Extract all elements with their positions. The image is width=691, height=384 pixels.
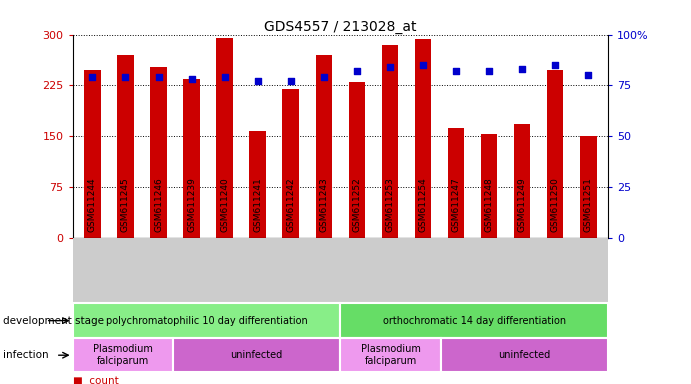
Text: development stage: development stage [3, 316, 104, 326]
Bar [415, 39, 431, 238]
Bar [84, 70, 101, 238]
Point [583, 72, 594, 78]
Bar [441, 338, 608, 372]
Point [549, 62, 560, 68]
Point [517, 66, 528, 72]
Point [417, 62, 428, 68]
Point [87, 74, 98, 80]
Bar [73, 303, 341, 338]
Title: GDS4557 / 213028_at: GDS4557 / 213028_at [264, 20, 417, 33]
Point [219, 74, 230, 80]
Point [484, 68, 495, 74]
Text: Plasmodium
falciparum: Plasmodium falciparum [93, 344, 153, 366]
Point [252, 78, 263, 84]
Bar [481, 134, 498, 238]
Bar [580, 136, 596, 238]
Text: uninfected: uninfected [231, 350, 283, 360]
Text: uninfected: uninfected [498, 350, 551, 360]
Bar [514, 124, 531, 238]
Text: polychromatophilic 10 day differentiation: polychromatophilic 10 day differentiatio… [106, 316, 307, 326]
Point [384, 64, 395, 70]
Bar [348, 82, 365, 238]
Bar [283, 89, 299, 238]
Text: infection: infection [3, 350, 49, 360]
Text: Plasmodium
falciparum: Plasmodium falciparum [361, 344, 420, 366]
Bar [150, 67, 167, 238]
Point [153, 74, 164, 80]
Bar [448, 127, 464, 238]
Bar [173, 338, 340, 372]
Point [186, 76, 197, 83]
Bar [73, 338, 173, 372]
Point [120, 74, 131, 80]
Bar [183, 79, 200, 238]
Bar [381, 45, 398, 238]
Point [285, 78, 296, 84]
Bar [216, 38, 233, 238]
Bar [341, 303, 608, 338]
Point [351, 68, 362, 74]
Point [451, 68, 462, 74]
Text: orthochromatic 14 day differentiation: orthochromatic 14 day differentiation [383, 316, 566, 326]
Bar [341, 338, 441, 372]
Text: ■  count: ■ count [73, 376, 118, 384]
Bar [547, 70, 563, 238]
Point [319, 74, 330, 80]
Bar [249, 131, 266, 238]
Bar [117, 55, 134, 238]
Bar [316, 55, 332, 238]
